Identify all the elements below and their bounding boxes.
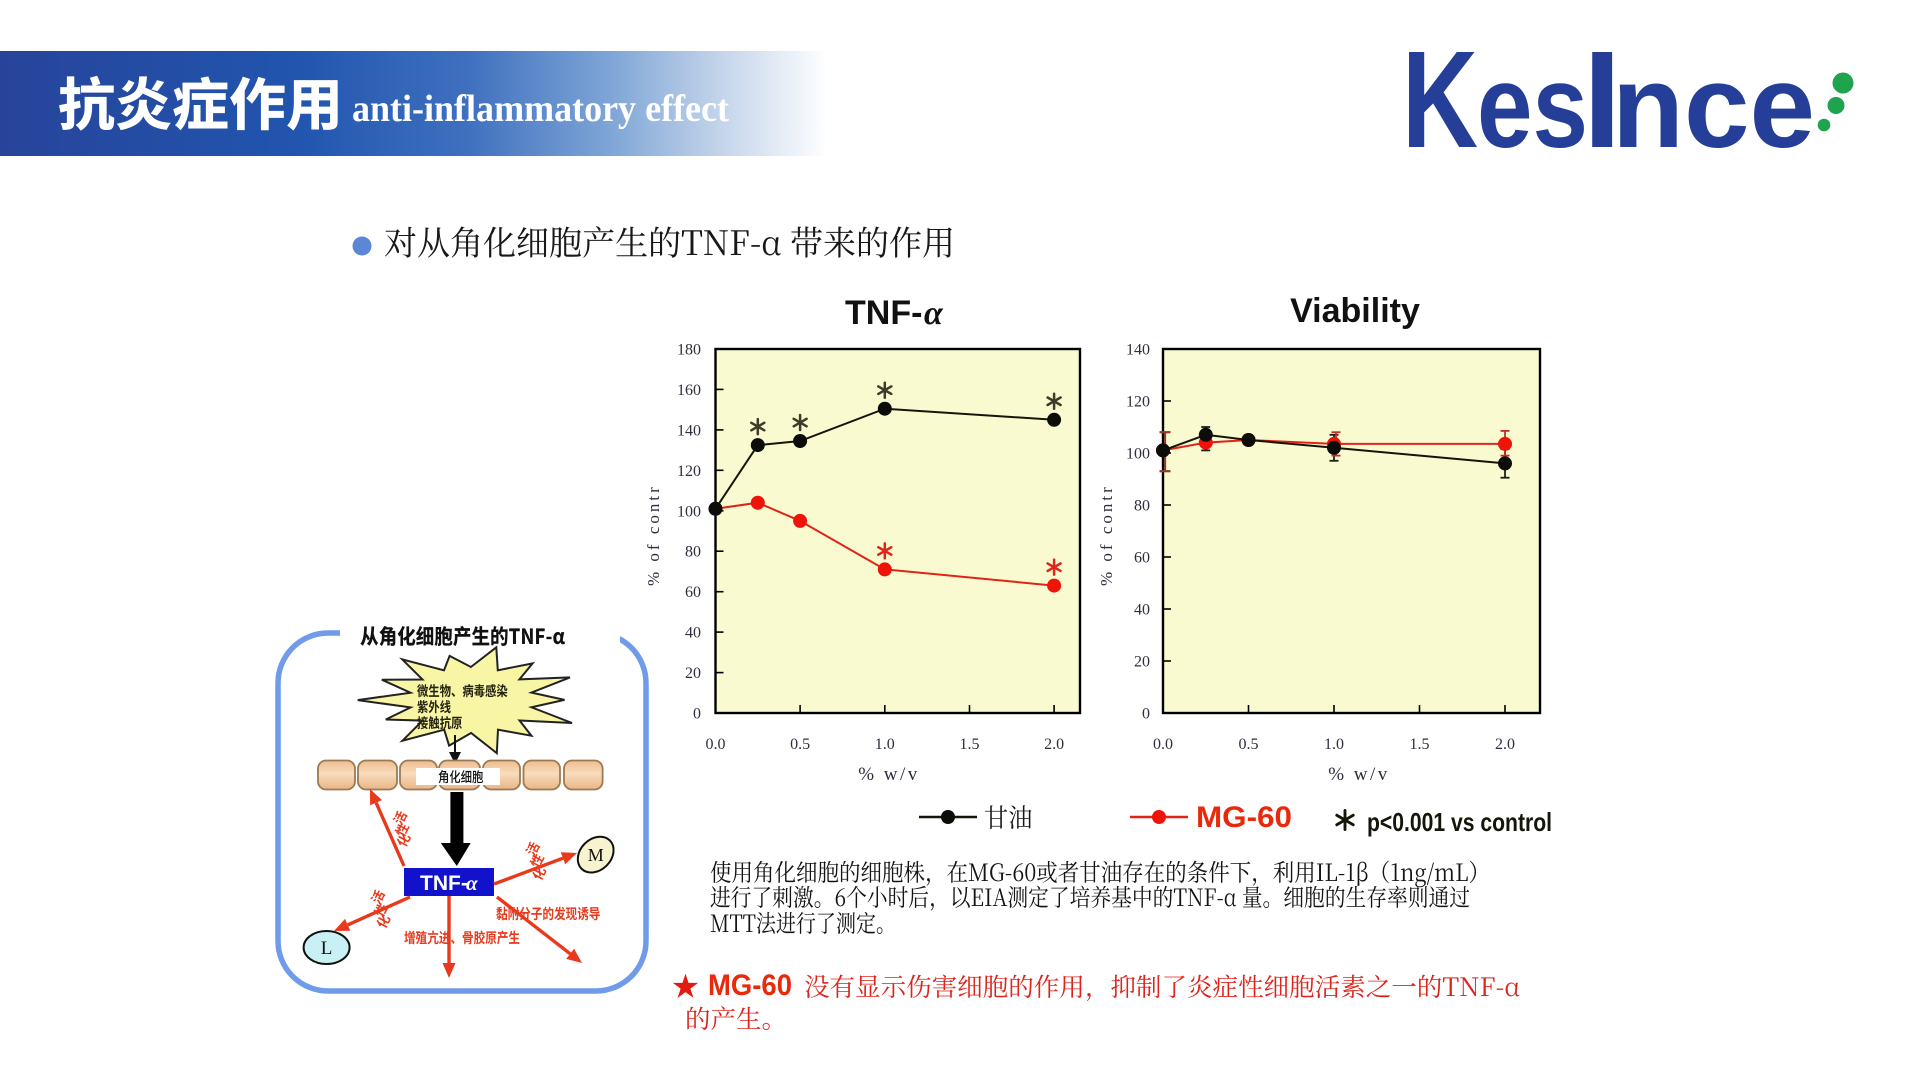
svg-text:α: α bbox=[924, 295, 944, 332]
svg-text:es: es bbox=[1477, 41, 1588, 173]
svg-text:Viability: Viability bbox=[1290, 292, 1420, 330]
svg-text:100: 100 bbox=[677, 503, 701, 520]
svg-text:0.0: 0.0 bbox=[1153, 736, 1173, 753]
svg-text:TNF-: TNF- bbox=[845, 294, 922, 332]
svg-text:0.5: 0.5 bbox=[1239, 736, 1259, 753]
svg-text:1.0: 1.0 bbox=[875, 736, 895, 753]
svg-text:140: 140 bbox=[677, 422, 701, 439]
svg-text:2.0: 2.0 bbox=[1495, 736, 1515, 753]
svg-text:K: K bbox=[1402, 23, 1478, 177]
svg-text:80: 80 bbox=[685, 544, 701, 561]
svg-text:40: 40 bbox=[685, 625, 701, 642]
svg-text:60: 60 bbox=[1134, 550, 1150, 567]
svg-text:40: 40 bbox=[1134, 602, 1150, 619]
svg-text:160: 160 bbox=[677, 382, 701, 399]
svg-text:% of contr: % of contr bbox=[1097, 484, 1116, 586]
svg-text:2.0: 2.0 bbox=[1044, 736, 1064, 753]
svg-text:140: 140 bbox=[1126, 342, 1150, 359]
svg-text:% of contr: % of contr bbox=[644, 484, 663, 586]
svg-text:0: 0 bbox=[1142, 706, 1150, 723]
svg-text:120: 120 bbox=[677, 463, 701, 480]
svg-text:MG-60: MG-60 bbox=[1196, 801, 1292, 834]
svg-text:1.0: 1.0 bbox=[1324, 736, 1344, 753]
svg-text:MG-60: MG-60 bbox=[708, 969, 792, 1002]
svg-text:% w/v: % w/v bbox=[1328, 764, 1390, 785]
svg-text:L: L bbox=[321, 938, 333, 959]
svg-text:anti-inflammatory effect: anti-inflammatory effect bbox=[352, 88, 729, 130]
svg-text:0.0: 0.0 bbox=[706, 736, 726, 753]
svg-text:20: 20 bbox=[1134, 654, 1150, 671]
svg-text:60: 60 bbox=[685, 584, 701, 601]
svg-text:I: I bbox=[1583, 23, 1621, 177]
svg-text:1.5: 1.5 bbox=[1410, 736, 1430, 753]
svg-text:1.5: 1.5 bbox=[960, 736, 980, 753]
svg-text:100: 100 bbox=[1126, 446, 1150, 463]
svg-text:TNF-: TNF- bbox=[420, 872, 468, 895]
svg-text:20: 20 bbox=[685, 665, 701, 682]
svg-text:180: 180 bbox=[677, 342, 701, 359]
svg-text:% w/v: % w/v bbox=[858, 764, 920, 785]
svg-text:0.5: 0.5 bbox=[790, 736, 810, 753]
svg-text:nce: nce bbox=[1612, 41, 1815, 173]
svg-text:120: 120 bbox=[1126, 394, 1150, 411]
svg-text:p<0.001 vs control: p<0.001 vs control bbox=[1367, 807, 1552, 837]
svg-text:α: α bbox=[466, 871, 478, 895]
svg-text:M: M bbox=[588, 845, 604, 865]
svg-text:0: 0 bbox=[693, 706, 701, 723]
svg-text:80: 80 bbox=[1134, 498, 1150, 515]
